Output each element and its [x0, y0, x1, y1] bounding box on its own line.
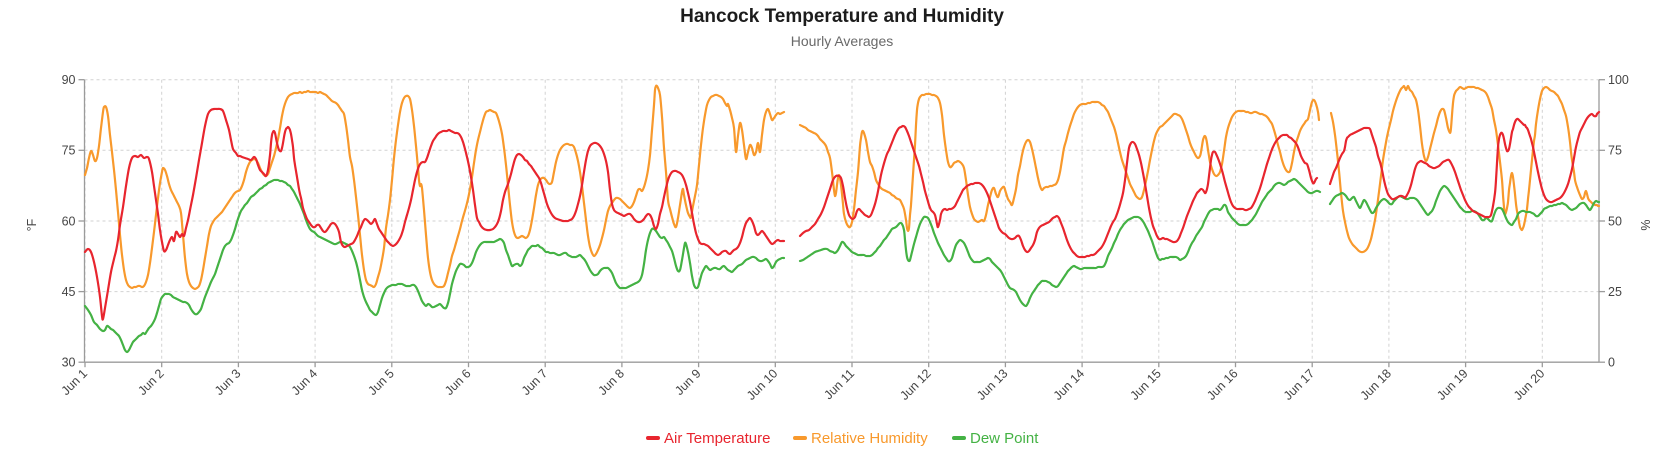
- svg-text:50: 50: [1608, 214, 1622, 228]
- svg-text:Hancock Temperature and Humidi: Hancock Temperature and Humidity: [680, 6, 1004, 27]
- svg-text:90: 90: [62, 73, 76, 87]
- svg-text:%: %: [1639, 219, 1653, 230]
- svg-text:Dew Point: Dew Point: [970, 430, 1039, 447]
- svg-text:45: 45: [62, 285, 76, 299]
- svg-text:100: 100: [1608, 73, 1629, 87]
- svg-text:60: 60: [62, 214, 76, 228]
- svg-text:25: 25: [1608, 285, 1622, 299]
- svg-text:Hourly Averages: Hourly Averages: [791, 33, 893, 49]
- svg-text:Relative Humidity: Relative Humidity: [811, 430, 928, 447]
- svg-text:30: 30: [62, 356, 76, 370]
- svg-text:Air Temperature: Air Temperature: [664, 430, 770, 447]
- svg-text:°F: °F: [25, 218, 39, 231]
- svg-text:75: 75: [1608, 144, 1622, 158]
- svg-text:75: 75: [62, 144, 76, 158]
- svg-text:0: 0: [1608, 356, 1615, 370]
